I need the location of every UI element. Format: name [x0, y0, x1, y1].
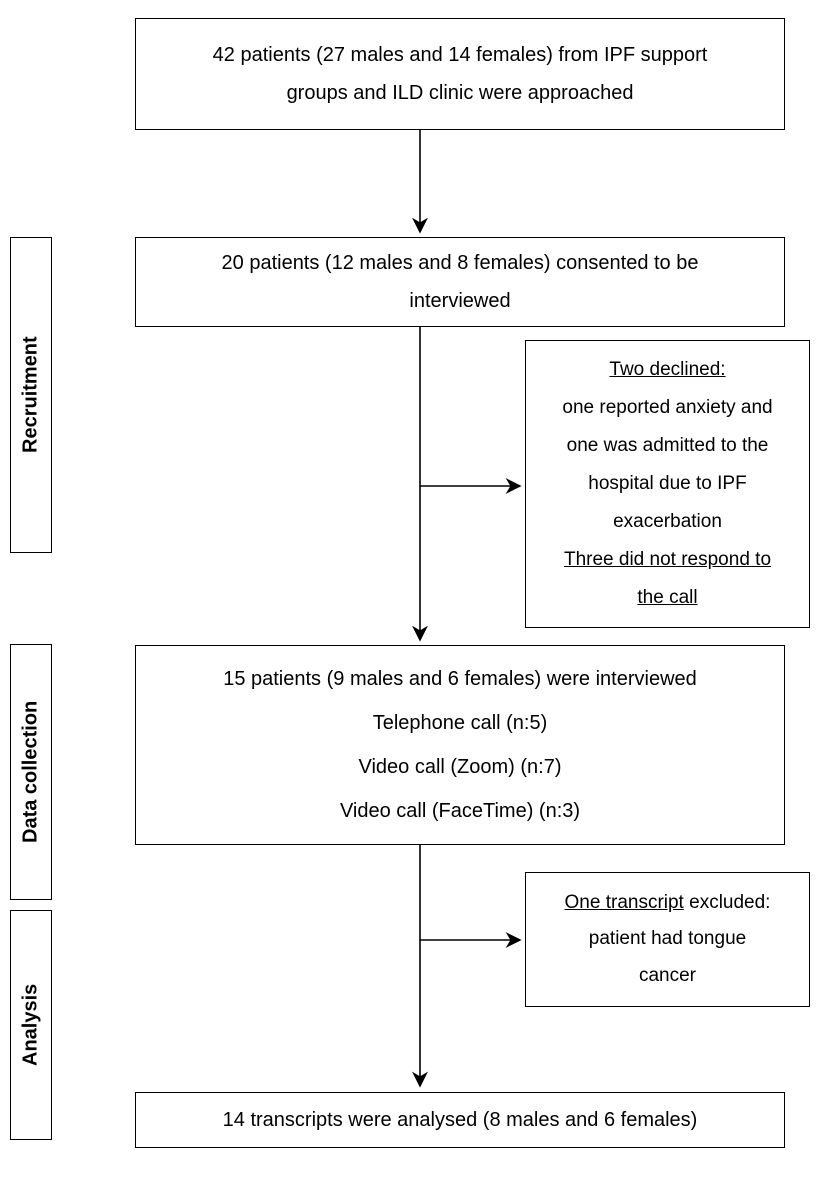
node-line: Video call (Zoom) (n:7) [358, 745, 561, 789]
seg: hospital due to IPF [588, 466, 746, 501]
stage-label-analysis: Analysis [10, 910, 52, 1140]
node-consented: 20 patients (12 males and 8 females) con… [135, 237, 785, 327]
node-line: groups and ILD clinic were approached [287, 74, 634, 112]
node-declined-noresponse: Two declined: one reported anxiety and o… [525, 340, 810, 628]
seg: One transcript [565, 892, 684, 913]
seg: the call [637, 587, 697, 608]
seg: cancer [639, 958, 696, 994]
node-line: 20 patients (12 males and 8 females) con… [222, 244, 699, 282]
node-excluded: One transcript excluded: patient had ton… [525, 872, 810, 1007]
node-interviewed: 15 patients (9 males and 6 females) were… [135, 645, 785, 845]
seg: patient had tongue [589, 921, 746, 957]
node-line: 14 transcripts were analysed (8 males an… [223, 1101, 698, 1139]
node-analysed: 14 transcripts were analysed (8 males an… [135, 1092, 785, 1148]
stage-text: Data collection [20, 701, 43, 843]
node-line: 15 patients (9 males and 6 females) were… [223, 657, 697, 701]
seg: Two declined: [609, 359, 725, 380]
node-line: Video call (FaceTime) (n:3) [340, 789, 580, 833]
seg: one reported anxiety and [562, 390, 772, 425]
seg: Three did not respond to [564, 549, 771, 570]
stage-text: Analysis [20, 984, 43, 1066]
node-line: 42 patients (27 males and 14 females) fr… [213, 36, 708, 74]
node-line: Telephone call (n:5) [373, 701, 548, 745]
stage-label-datacollection: Data collection [10, 644, 52, 900]
stage-label-recruitment: Recruitment [10, 237, 52, 553]
seg: excluded: [684, 892, 771, 913]
stage-text: Recruitment [20, 337, 43, 454]
seg: exacerbation [613, 504, 722, 539]
seg: one was admitted to the [567, 428, 769, 463]
node-approached: 42 patients (27 males and 14 females) fr… [135, 18, 785, 130]
node-line: interviewed [409, 282, 510, 320]
